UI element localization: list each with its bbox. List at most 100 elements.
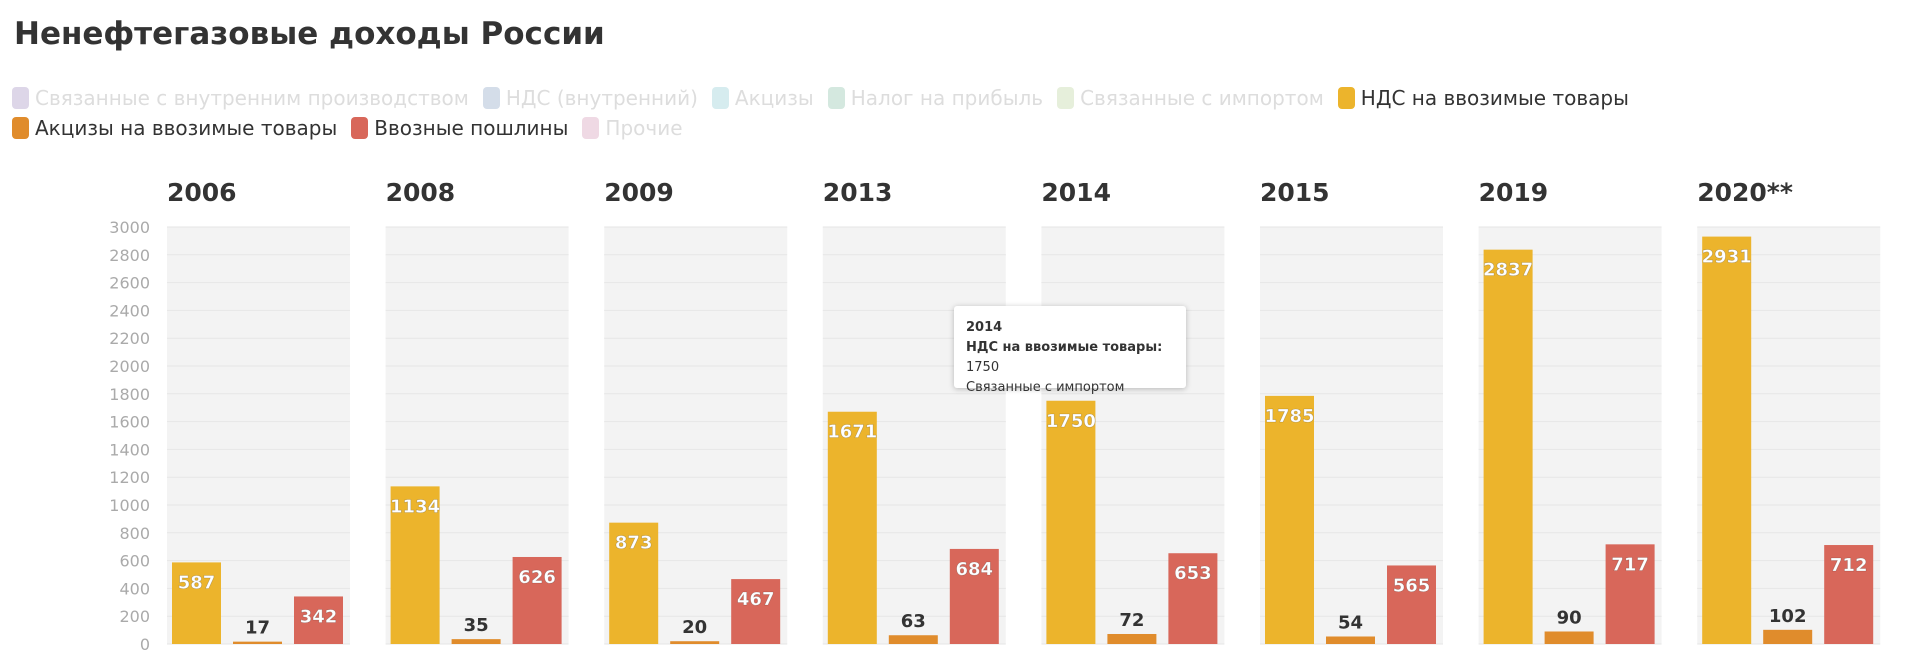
legend-swatch — [482, 87, 500, 109]
tooltip-note: Связанные с импортом — [966, 380, 1125, 395]
data-label: 1750 — [1046, 411, 1096, 432]
y-tick-label: 800 — [119, 524, 150, 543]
legend-item[interactable]: Ввозные пошлины — [351, 116, 568, 140]
y-tick-label: 1600 — [109, 413, 150, 432]
y-tick-label: 2000 — [109, 357, 150, 376]
bar — [949, 548, 999, 644]
y-tick-label: 1200 — [109, 468, 150, 487]
legend-swatch — [827, 87, 845, 109]
bar — [827, 411, 877, 644]
bar — [888, 635, 938, 644]
y-tick-label: 400 — [119, 579, 150, 598]
panel-title: 2015 — [1260, 178, 1330, 207]
panel-title: 2006 — [167, 178, 237, 207]
y-tick-label: 600 — [119, 552, 150, 571]
bar — [1107, 633, 1157, 644]
legend: Связанные с внутренним производством НДС … — [12, 86, 1662, 140]
bar — [294, 596, 343, 644]
data-label: 1671 — [827, 422, 877, 443]
panel-title: 2020** — [1697, 178, 1793, 207]
bar — [731, 579, 781, 644]
bar — [1046, 400, 1096, 644]
panel-title: 2009 — [604, 178, 674, 207]
legend-swatch — [582, 117, 600, 139]
legend-label: Налог на прибыль — [850, 86, 1044, 110]
bar — [1605, 544, 1655, 644]
legend-swatch — [711, 87, 729, 109]
y-tick-label: 2600 — [109, 274, 150, 293]
y-tick-label: 2800 — [109, 246, 150, 265]
y-tick-label: 2400 — [109, 301, 150, 320]
tooltip-value: 1750 — [966, 360, 1000, 375]
legend-label: Акцизы — [734, 86, 814, 110]
legend-item[interactable]: Прочие — [582, 116, 683, 140]
bar — [670, 641, 720, 644]
legend-item[interactable]: Акцизы на ввозимые товары — [12, 116, 337, 140]
legend-swatch — [351, 117, 369, 139]
legend-item[interactable]: НДС (внутренний) — [482, 86, 698, 110]
tooltip-label: НДС на ввозимые товары: — [966, 340, 1163, 355]
data-label: 565 — [1393, 575, 1431, 596]
legend-item[interactable]: Связанные с импортом — [1057, 86, 1324, 110]
legend-swatch — [12, 117, 29, 139]
legend-swatch — [1337, 87, 1355, 109]
bar — [172, 562, 221, 644]
legend-label: Ввозные пошлины — [374, 116, 569, 140]
data-label: 17 — [245, 618, 270, 639]
legend-item[interactable]: НДС на ввозимые товары — [1337, 86, 1629, 110]
y-tick-label: 1800 — [109, 385, 150, 404]
data-label: 626 — [518, 567, 556, 588]
data-label: 467 — [737, 589, 775, 610]
bar — [233, 641, 282, 644]
bar — [1763, 629, 1813, 644]
chart-title: Ненефтегазовые доходы России — [14, 16, 605, 52]
data-label: 20 — [682, 617, 707, 638]
tooltip-row: НДС на ввозимые товары: 1750 — [966, 338, 1174, 378]
panel-title: 2008 — [386, 178, 456, 207]
data-label: 54 — [1338, 612, 1363, 633]
panel-title: 2014 — [1041, 178, 1111, 207]
data-label: 717 — [1611, 554, 1649, 575]
data-label: 1134 — [390, 496, 440, 517]
data-label: 1785 — [1264, 406, 1314, 427]
data-label: 63 — [901, 611, 926, 632]
panel-title: 2013 — [823, 178, 893, 207]
data-label: 653 — [1174, 563, 1212, 584]
legend-swatch — [1057, 87, 1075, 109]
y-tick-label: 0 — [140, 635, 150, 654]
data-label: 2837 — [1483, 260, 1533, 281]
y-tick-label: 3000 — [109, 218, 150, 237]
y-tick-label: 200 — [119, 607, 150, 626]
bar — [1265, 395, 1314, 644]
data-label: 712 — [1830, 555, 1868, 576]
legend-item[interactable]: Акцизы — [711, 86, 814, 110]
data-label: 2931 — [1702, 247, 1752, 268]
data-label: 873 — [615, 533, 653, 554]
bar — [390, 486, 440, 644]
data-label: 102 — [1769, 606, 1807, 627]
legend-label: НДС на ввозимые товары — [1360, 86, 1629, 110]
data-label: 684 — [956, 559, 994, 580]
data-label: 35 — [464, 615, 489, 636]
bar — [1168, 553, 1218, 644]
bar — [1544, 631, 1594, 644]
legend-item[interactable]: Налог на прибыль — [827, 86, 1044, 110]
legend-item[interactable]: Связанные с внутренним производством — [12, 86, 469, 110]
y-tick-label: 1000 — [109, 496, 150, 515]
bar — [1387, 565, 1436, 644]
legend-label: НДС (внутренний) — [505, 86, 698, 110]
legend-label: Связанные с импортом — [1080, 86, 1324, 110]
panel-title: 2019 — [1479, 178, 1549, 207]
legend-label: Акцизы на ввозимые товары — [35, 116, 338, 140]
data-label: 90 — [1557, 607, 1582, 628]
bar — [1702, 236, 1752, 644]
bar — [609, 522, 659, 644]
legend-label: Прочие — [605, 116, 683, 140]
legend-label: Связанные с внутренним производством — [35, 86, 469, 110]
y-tick-label: 1400 — [109, 440, 150, 459]
bar — [1326, 636, 1375, 644]
data-label: 72 — [1119, 610, 1144, 631]
data-label: 342 — [300, 606, 338, 627]
bar — [512, 556, 562, 644]
